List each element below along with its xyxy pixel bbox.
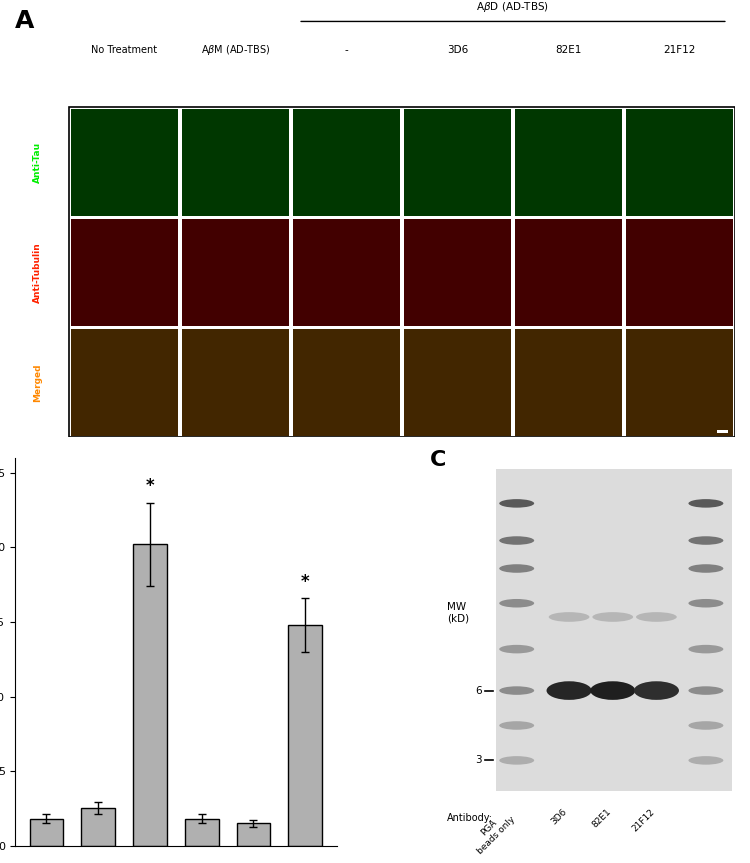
Ellipse shape [547, 681, 592, 700]
Text: MW
(kD): MW (kD) [447, 602, 469, 624]
Ellipse shape [634, 681, 679, 700]
Ellipse shape [500, 721, 534, 730]
Text: Merged: Merged [33, 363, 42, 401]
Bar [293, 218, 400, 326]
Text: Antibody:: Antibody: [447, 813, 493, 822]
Bar [134, 545, 166, 846]
Bar [71, 218, 178, 326]
Text: *: * [301, 573, 310, 590]
Bar [293, 109, 400, 216]
Bar [515, 329, 622, 436]
Text: 6: 6 [476, 685, 482, 696]
Ellipse shape [500, 536, 534, 545]
Ellipse shape [688, 721, 723, 730]
Bar [185, 819, 218, 846]
Ellipse shape [636, 612, 676, 622]
Bar [496, 469, 732, 791]
Text: Anti-Tau: Anti-Tau [33, 142, 42, 183]
Text: 3D6: 3D6 [447, 45, 468, 55]
Ellipse shape [688, 756, 723, 765]
Bar [182, 218, 289, 326]
Bar [626, 218, 733, 326]
Bar [182, 329, 289, 436]
Text: -: - [344, 45, 348, 55]
Bar [515, 109, 622, 216]
Bar [293, 218, 400, 326]
Bar [717, 431, 728, 433]
Bar [626, 329, 733, 436]
Bar [71, 109, 178, 216]
Bar [82, 809, 115, 846]
Ellipse shape [549, 612, 590, 622]
Bar [626, 218, 733, 326]
Bar [626, 329, 733, 436]
Ellipse shape [500, 599, 534, 608]
Bar [71, 109, 178, 216]
Bar [515, 218, 622, 326]
Bar [69, 107, 735, 438]
Bar [515, 218, 622, 326]
Text: 21F12: 21F12 [663, 45, 696, 55]
Text: *: * [146, 477, 154, 495]
Bar [182, 109, 289, 216]
Bar [404, 218, 511, 326]
Bar [293, 329, 400, 436]
Text: A$\beta$D (AD-TBS): A$\beta$D (AD-TBS) [476, 0, 550, 14]
Ellipse shape [500, 645, 534, 653]
Text: A$\beta$M (AD-TBS): A$\beta$M (AD-TBS) [201, 43, 270, 57]
Ellipse shape [592, 612, 633, 622]
Text: 82E1: 82E1 [590, 807, 613, 829]
Text: Anti-Tubulin: Anti-Tubulin [33, 242, 42, 303]
Text: 3: 3 [476, 755, 482, 765]
Bar [289, 625, 322, 846]
Bar [626, 109, 733, 216]
Ellipse shape [688, 499, 723, 507]
Bar [515, 109, 622, 216]
Bar [404, 329, 511, 436]
Text: 3D6: 3D6 [550, 807, 569, 826]
Ellipse shape [688, 536, 723, 545]
Ellipse shape [688, 564, 723, 573]
Bar [404, 218, 511, 326]
Bar [404, 109, 511, 216]
Bar [626, 109, 733, 216]
Ellipse shape [688, 599, 723, 608]
Text: 82E1: 82E1 [555, 45, 582, 55]
Text: PGA
beads only: PGA beads only [468, 807, 517, 855]
Ellipse shape [500, 756, 534, 765]
Bar [182, 109, 289, 216]
Bar [71, 218, 178, 326]
Bar [29, 819, 63, 846]
Bar [293, 109, 400, 216]
Bar [515, 329, 622, 436]
Ellipse shape [688, 686, 723, 695]
Bar [404, 109, 511, 216]
Ellipse shape [500, 686, 534, 695]
Bar [71, 329, 178, 436]
Ellipse shape [590, 681, 635, 700]
Text: C: C [430, 450, 445, 470]
Text: No Treatment: No Treatment [92, 45, 158, 55]
Text: 21F12: 21F12 [630, 807, 656, 833]
Bar [293, 329, 400, 436]
Ellipse shape [688, 645, 723, 653]
Bar [404, 329, 511, 436]
Text: A: A [15, 9, 34, 33]
Bar [71, 329, 178, 436]
Bar [182, 329, 289, 436]
Bar [182, 218, 289, 326]
Bar [237, 823, 270, 846]
Ellipse shape [500, 499, 534, 507]
Ellipse shape [500, 564, 534, 573]
